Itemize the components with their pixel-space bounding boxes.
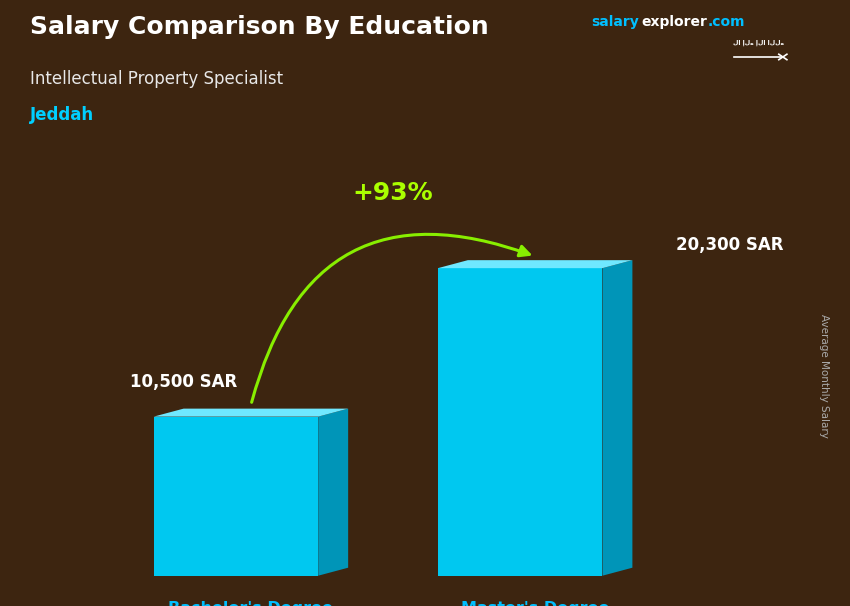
Text: Master's Degree: Master's Degree xyxy=(461,601,609,606)
Text: لا إله إلا الله: لا إله إلا الله xyxy=(733,40,785,47)
Text: 20,300 SAR: 20,300 SAR xyxy=(676,236,784,253)
Text: salary: salary xyxy=(591,15,638,29)
Polygon shape xyxy=(154,417,318,576)
Text: Intellectual Property Specialist: Intellectual Property Specialist xyxy=(30,70,283,88)
Polygon shape xyxy=(603,260,632,576)
Polygon shape xyxy=(438,260,632,268)
Text: Average Monthly Salary: Average Monthly Salary xyxy=(819,314,829,438)
FancyArrowPatch shape xyxy=(252,235,530,402)
Text: Jeddah: Jeddah xyxy=(30,106,94,124)
Polygon shape xyxy=(318,408,348,576)
Text: Bachelor's Degree: Bachelor's Degree xyxy=(168,601,333,606)
Text: explorer: explorer xyxy=(642,15,707,29)
Polygon shape xyxy=(154,408,348,417)
Text: .com: .com xyxy=(708,15,745,29)
Text: Salary Comparison By Education: Salary Comparison By Education xyxy=(30,15,489,39)
Text: 10,500 SAR: 10,500 SAR xyxy=(130,373,237,391)
Text: +93%: +93% xyxy=(353,181,434,205)
Polygon shape xyxy=(438,268,603,576)
